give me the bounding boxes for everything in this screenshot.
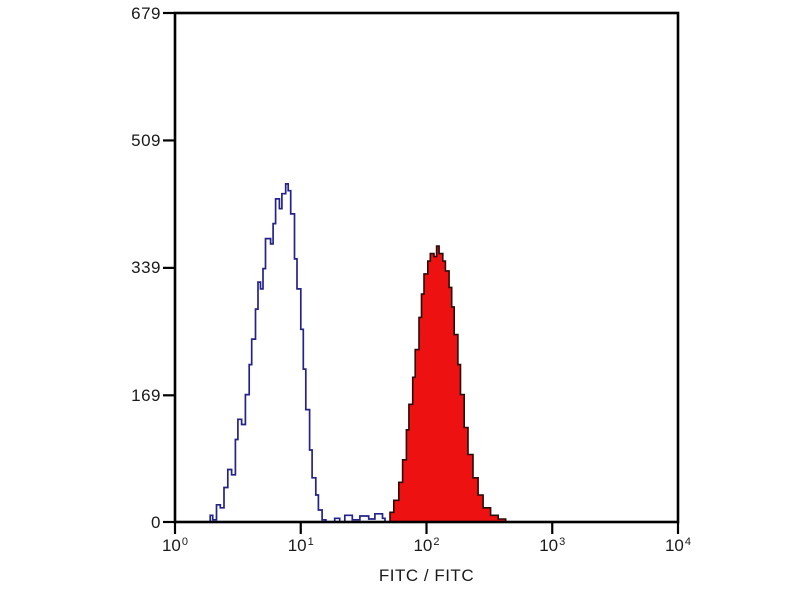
y-tick-label: 339 <box>131 258 161 278</box>
y-tick-label: 0 <box>151 512 161 532</box>
x-tick-label: 104 <box>664 536 692 555</box>
histogram-open-outline-control <box>206 183 386 523</box>
histogram-red-filled-sample <box>385 245 507 523</box>
x-tick-label: 103 <box>539 536 566 555</box>
axis-tick-marks <box>163 11 680 534</box>
y-tick-label: 169 <box>131 385 161 405</box>
x-axis-title: FITC / FITC <box>378 566 475 585</box>
x-tick-label: 101 <box>287 536 314 555</box>
x-tick-label: 102 <box>413 536 440 555</box>
histogram-series-group <box>206 183 507 523</box>
x-tick-label: 100 <box>161 536 189 555</box>
y-tick-label: 509 <box>131 130 161 150</box>
y-tick-label: 679 <box>131 3 161 23</box>
